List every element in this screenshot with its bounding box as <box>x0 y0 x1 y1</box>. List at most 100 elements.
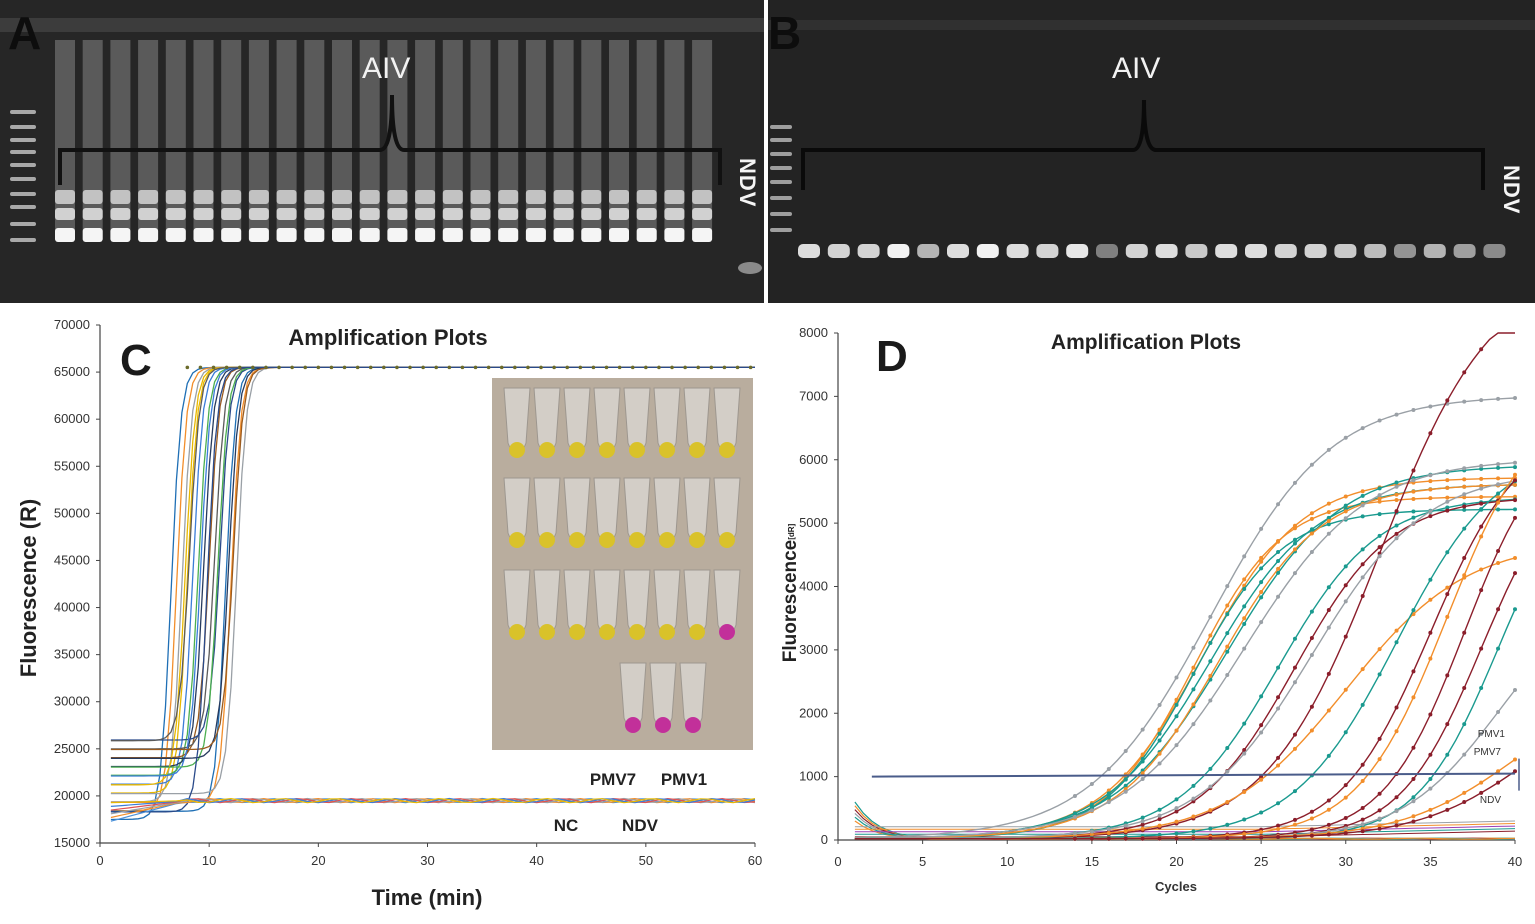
chart-d-series-marker <box>1513 478 1517 483</box>
chart-d-series-marker <box>1360 503 1365 508</box>
chart-c-plateau-marker <box>604 365 609 370</box>
chart-d-series-marker <box>1174 675 1179 680</box>
chart-d-series-marker <box>1496 500 1501 505</box>
gel-b-band <box>1185 244 1208 258</box>
chart-d-series-marker <box>1394 819 1399 824</box>
chart-c-plateau-marker <box>316 365 321 370</box>
chart-d-series-marker <box>1513 769 1517 774</box>
chart-d-series-marker <box>1106 830 1111 835</box>
chart-d-series-marker <box>1343 583 1348 588</box>
chart-d-series-marker <box>1326 753 1331 758</box>
chart-d-series-marker <box>1479 476 1484 481</box>
chart-d-series-marker <box>1225 649 1230 654</box>
chart-d-ylabel: Fluorescence[dR] <box>780 523 801 662</box>
chart-d-series-marker <box>1106 800 1111 805</box>
gel-b-band <box>1334 244 1357 258</box>
chart-d-y-tick-label: 2000 <box>799 705 828 720</box>
chart-d-amplification-series <box>854 480 1516 840</box>
gel-a-band-main <box>664 228 685 242</box>
chart-d-series-marker <box>1208 698 1213 703</box>
chart-d-title: Amplification Plots <box>1051 331 1241 354</box>
gel-b-band <box>798 244 820 258</box>
gel-a-band-upper <box>82 190 103 204</box>
chart-d-series-marker <box>1242 789 1247 794</box>
chart-d-series-marker <box>1292 537 1297 542</box>
chart-d-series-marker <box>1479 588 1484 593</box>
chart-c-plateau-marker <box>644 365 648 370</box>
chart-d-series-marker <box>1462 495 1467 500</box>
chart-d-series-marker <box>1157 761 1162 766</box>
gel-a-band-upper <box>276 190 297 204</box>
chart-d-series-marker <box>1462 484 1467 489</box>
chart-d-series-marker <box>1428 814 1433 819</box>
chart-d-series-marker <box>1292 547 1297 552</box>
gel-a-band-main <box>332 228 352 242</box>
chart-d-series-marker <box>1259 723 1264 728</box>
chart-d-series-marker <box>1360 822 1365 827</box>
chart-d: D Amplification Plots 0 1000 2000 3000 4000 5… <box>780 325 1522 894</box>
chart-d-series-marker <box>1411 496 1416 501</box>
chart-d-series-marker <box>1259 595 1264 600</box>
chart-c-annotations: PMV7 PMV1 NC NDV <box>554 770 707 835</box>
chart-d-y-tick-label: 8000 <box>799 325 828 340</box>
chart-d-series-marker <box>1326 625 1331 630</box>
chart-d-series-marker <box>1242 751 1247 756</box>
chart-c-annotation-nc: NC <box>554 816 579 835</box>
chart-d-series-marker <box>1462 573 1467 578</box>
gel-b-band <box>1453 244 1476 258</box>
gel-a-band-upper <box>498 190 519 204</box>
chart-c-plateau-marker <box>513 365 517 370</box>
chart-d-series-marker <box>1123 829 1128 834</box>
chart-d-series-marker <box>1394 809 1399 814</box>
chart-d-series-marker <box>1309 511 1314 516</box>
chart-d-series-marker <box>1225 836 1230 841</box>
chart-d-series-marker <box>1496 709 1501 714</box>
panel-letter-d: D <box>876 332 908 381</box>
chart-c-x-tick-label: 20 <box>311 853 325 868</box>
chart-d-series-marker <box>1089 829 1094 834</box>
panel-letter-c: C <box>120 336 152 385</box>
chart-d-x-tick-label: 0 <box>834 854 841 869</box>
chart-d-series-marker <box>1123 783 1128 788</box>
chart-d-series-marker <box>1225 746 1230 751</box>
gel-a-ladder-band <box>10 138 36 142</box>
chart-d-series-marker <box>1276 706 1281 711</box>
chart-d-series-marker <box>1428 712 1433 717</box>
chart-d-series-marker <box>1360 667 1365 672</box>
chart-d-series-marker <box>1157 731 1162 736</box>
chart-d-series-marker <box>1479 495 1484 500</box>
gel-a-ladder-band <box>10 205 36 209</box>
gel-b-band <box>1483 244 1506 258</box>
gel-a-band-mid <box>248 208 269 220</box>
inset-tube-liquid <box>569 442 585 458</box>
chart-d-series-marker <box>1513 498 1517 503</box>
gel-b-band <box>1096 244 1118 258</box>
chart-c-plateau-marker <box>552 365 556 370</box>
gel-a-band-upper <box>332 190 352 204</box>
gel-b-well-row <box>768 20 1535 30</box>
gel-b-band <box>1394 244 1416 258</box>
chart-d-series-marker <box>1445 585 1450 590</box>
chart-d-series-marker <box>1106 791 1111 796</box>
chart-d-series-marker <box>1157 813 1162 818</box>
chart-d-series-marker <box>1191 796 1196 801</box>
chart-d-series-marker <box>1462 685 1467 690</box>
chart-d-series-marker <box>1292 746 1297 751</box>
chart-d-series-marker <box>1140 776 1145 781</box>
gel-a-band-upper <box>248 190 269 204</box>
gel-a-band-upper <box>55 190 75 204</box>
gel-a-band-mid <box>415 208 436 220</box>
chart-d-series-marker <box>1428 509 1433 514</box>
chart-d-series-marker <box>1377 493 1382 498</box>
chart-d-series-marker <box>1225 612 1230 617</box>
chart-d-series-marker <box>1309 827 1314 832</box>
chart-c-y-tick-label: 25000 <box>54 741 90 756</box>
chart-d-series-marker <box>1191 829 1196 834</box>
chart-d-series-marker <box>1174 836 1179 841</box>
chart-c-plateau-marker <box>290 365 294 370</box>
gel-a-band-mid <box>470 208 491 220</box>
gel-a-ladder-band <box>10 192 36 196</box>
gel-b-band <box>976 244 999 258</box>
chart-d-series-marker <box>1377 672 1382 677</box>
gel-b-band <box>887 244 910 258</box>
